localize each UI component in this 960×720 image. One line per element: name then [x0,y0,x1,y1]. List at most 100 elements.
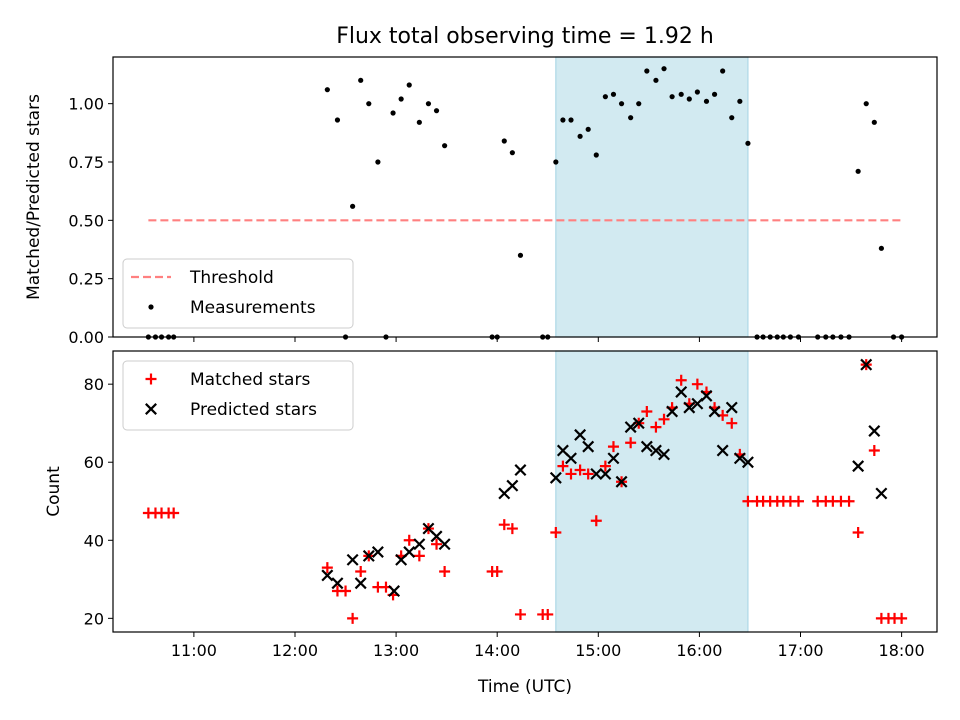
measurement-point [433,108,440,114]
measurement-point [694,89,700,95]
measurement-point [509,150,515,156]
predicted-point [346,553,359,566]
x-tick-label: 18:00 [879,641,925,660]
matched-point [868,445,880,457]
predicted-point [582,440,595,453]
predicted-point [860,358,873,371]
predicted-point [658,448,670,461]
matched-point [565,468,577,480]
y-tick-label: 1.00 [68,95,104,114]
legend: Threshold Measurements [122,258,354,329]
x-tick-label: 11:00 [171,641,217,660]
matched-point [625,437,637,449]
predicted-point [852,460,865,473]
measurement-point [729,115,735,121]
matched-point [413,550,425,562]
predicted-point [331,577,344,590]
predicted-point [868,425,881,437]
measurement-point [871,119,877,125]
measurement-point [366,101,372,107]
measurement-point [678,91,684,97]
measurement-point [703,98,710,104]
predicted-point [649,444,662,457]
matched-point [843,495,855,507]
measurement-point [636,101,642,107]
measurement-point [442,143,448,149]
predicted-point [675,386,688,398]
legend: Matched stars Predicted stars [122,360,354,431]
measurement-point [517,252,524,258]
predicted-point [875,487,888,500]
legend-label: Predicted stars [190,400,317,420]
measurement-point [416,119,422,125]
matched-point [792,495,804,507]
measurement-point [653,77,659,83]
measurement-point [737,98,743,104]
x-tick-label: 14:00 [474,641,520,660]
x-tick-label: 17:00 [777,641,823,660]
matched-point [726,417,738,429]
matched-point [557,460,569,472]
predicted-point [599,467,612,480]
x-axis-label: Time (UTC) [477,677,572,697]
measurement-point [560,117,566,123]
y-tick-label: 40 [84,531,104,550]
measurement-point [568,117,574,123]
measurement-point [610,91,617,97]
measurement-point [628,115,634,121]
matched-point [355,566,367,578]
measurement-point [585,126,591,132]
series-measurements [145,66,905,340]
matched-point [506,523,518,535]
x-tick-label: 16:00 [676,641,722,660]
y-tick-label: 80 [84,375,104,394]
measurement-point [686,96,692,102]
predicted-point [413,538,426,551]
matched-point [658,413,670,425]
predicted-point [683,401,696,414]
matched-point [321,562,333,574]
predicted-point [362,549,375,562]
predicted-point [354,577,367,590]
x-tick-label: 15:00 [575,641,621,660]
measurement-point [390,110,396,116]
y-axis-label: Count [44,466,64,517]
measurement-point [350,203,356,209]
measurement-point [644,68,650,74]
measurement-point [425,101,432,107]
measurement-point [661,66,667,72]
highlight-span [555,56,749,338]
y-tick-label: 0.75 [68,153,104,172]
matched-point [542,608,554,620]
predicted-point [403,546,416,558]
matched-point [550,526,562,538]
axes-frame [112,350,938,633]
matched-point [590,515,602,527]
legend-box [122,258,354,329]
highlight-span [555,350,749,633]
predicted-point [438,538,451,551]
measurement-point [745,140,751,146]
series-matched-stars [142,359,908,624]
measurement-point [602,94,608,100]
measurement-point [553,159,559,165]
matched-point [340,585,352,597]
predicted-point [741,456,754,469]
measurement-point [720,68,726,74]
predicted-point [388,585,401,597]
count-panel: 20 40 60 80 11:00 12:00 13:00 14:00 15:00 16:00 17… [44,350,938,697]
measurement-point [593,152,599,158]
matched-point [403,534,415,546]
matched-point [491,566,503,578]
predicted-point [716,444,729,457]
y-tick-label: 0.00 [68,328,104,347]
measurement-point [863,101,869,107]
matched-point [574,464,586,476]
predicted-point [574,428,587,441]
y-axis-label: Matched/Predicted stars [24,94,44,300]
x-tick-label: 13:00 [373,641,419,660]
matched-point [650,421,662,433]
legend-box [122,360,354,431]
legend-x-swatch [145,403,157,415]
measurement-point [618,101,625,107]
